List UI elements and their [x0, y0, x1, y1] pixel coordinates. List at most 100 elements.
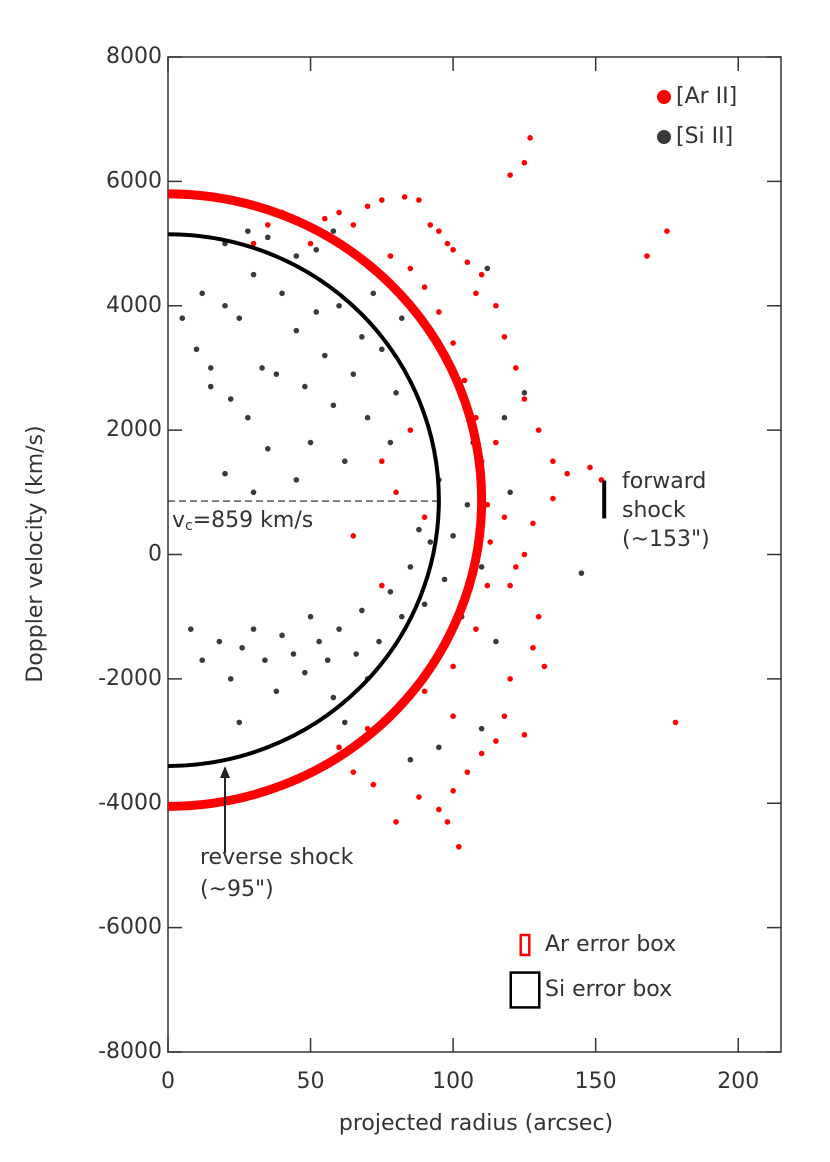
data-point	[336, 302, 342, 309]
data-point	[341, 458, 348, 465]
data-point	[507, 676, 513, 682]
data-point	[379, 197, 385, 203]
data-point	[527, 135, 533, 141]
data-point	[336, 744, 342, 751]
center-velocity-symbol: v	[172, 508, 185, 533]
data-point	[353, 651, 359, 657]
data-point	[273, 371, 280, 377]
data-point	[535, 427, 542, 433]
data-point	[193, 346, 200, 353]
data-point	[493, 738, 499, 744]
data-point	[416, 526, 422, 533]
data-point	[376, 638, 382, 645]
x-tick-label: 100	[432, 1069, 474, 1094]
data-point	[279, 290, 285, 297]
data-point	[578, 570, 585, 576]
data-point	[407, 427, 414, 433]
data-point	[199, 290, 206, 297]
reverse-shock-label: (~95")	[200, 877, 274, 902]
data-point	[587, 464, 593, 471]
data-point	[521, 159, 528, 166]
data-point	[207, 365, 214, 371]
data-point	[664, 228, 670, 234]
data-point	[507, 582, 513, 589]
data-point	[513, 564, 519, 570]
data-point	[398, 315, 405, 321]
data-point	[387, 439, 394, 446]
data-point	[379, 346, 385, 353]
data-point	[387, 253, 394, 259]
data-point	[464, 501, 471, 508]
data-point	[501, 514, 508, 520]
data-point	[487, 539, 493, 545]
data-point	[387, 589, 394, 595]
data-point	[416, 197, 422, 203]
data-point	[370, 781, 377, 788]
shell-curve	[167, 189, 487, 811]
y-tick-label: 0	[148, 542, 162, 567]
legend-marker	[657, 90, 671, 104]
y-tick-label: 6000	[106, 168, 162, 193]
y-tick-label: -6000	[98, 915, 162, 940]
data-point	[293, 253, 300, 259]
data-point	[290, 651, 297, 657]
data-point	[324, 657, 331, 664]
error-box-label: Si error box	[545, 977, 672, 1002]
data-point	[350, 769, 357, 775]
data-point	[398, 613, 405, 620]
data-point	[564, 470, 570, 477]
data-point	[521, 732, 528, 738]
data-point	[427, 222, 434, 228]
x-tick-label: 50	[297, 1069, 325, 1094]
data-point	[535, 613, 542, 620]
forward-shock-label: (~153")	[622, 527, 710, 552]
data-point	[450, 246, 456, 253]
data-point	[350, 222, 357, 228]
data-point	[330, 402, 337, 409]
data-point	[379, 582, 385, 589]
data-point	[444, 819, 451, 825]
data-point	[262, 657, 268, 664]
data-point	[370, 290, 377, 297]
data-point	[493, 302, 499, 309]
data-point	[379, 458, 385, 465]
data-point	[501, 414, 508, 421]
data-point	[444, 240, 451, 247]
data-point	[478, 564, 485, 570]
data-point	[407, 564, 414, 570]
data-point	[550, 495, 556, 502]
legend-marker	[657, 130, 671, 144]
data-point	[179, 315, 186, 321]
data-point	[336, 626, 342, 632]
data-point	[421, 688, 428, 695]
data-point	[245, 228, 251, 234]
data-point	[216, 638, 223, 645]
data-point	[507, 489, 513, 496]
data-point	[484, 582, 491, 589]
data-point	[239, 644, 245, 651]
data-point	[421, 284, 428, 290]
y-axis-label: Doppler velocity (km/s)	[23, 425, 48, 682]
data-point	[199, 657, 206, 664]
data-point	[307, 613, 314, 620]
legend-label: [Ar II]	[676, 84, 737, 109]
data-point	[450, 663, 456, 670]
data-point	[478, 271, 485, 278]
y-tick-label: 8000	[106, 44, 162, 69]
data-point	[416, 794, 422, 800]
data-point	[507, 172, 513, 178]
data-point	[493, 638, 499, 645]
data-point	[236, 719, 243, 726]
y-tick-label: 4000	[106, 293, 162, 318]
data-point	[393, 819, 399, 825]
data-point	[521, 396, 528, 402]
data-point	[322, 215, 328, 222]
data-point	[359, 334, 365, 340]
data-point	[672, 719, 679, 726]
data-point	[250, 271, 257, 278]
data-point	[450, 340, 456, 346]
data-point	[350, 371, 357, 377]
data-point	[473, 626, 479, 632]
data-point	[293, 327, 300, 334]
data-point	[313, 309, 320, 315]
